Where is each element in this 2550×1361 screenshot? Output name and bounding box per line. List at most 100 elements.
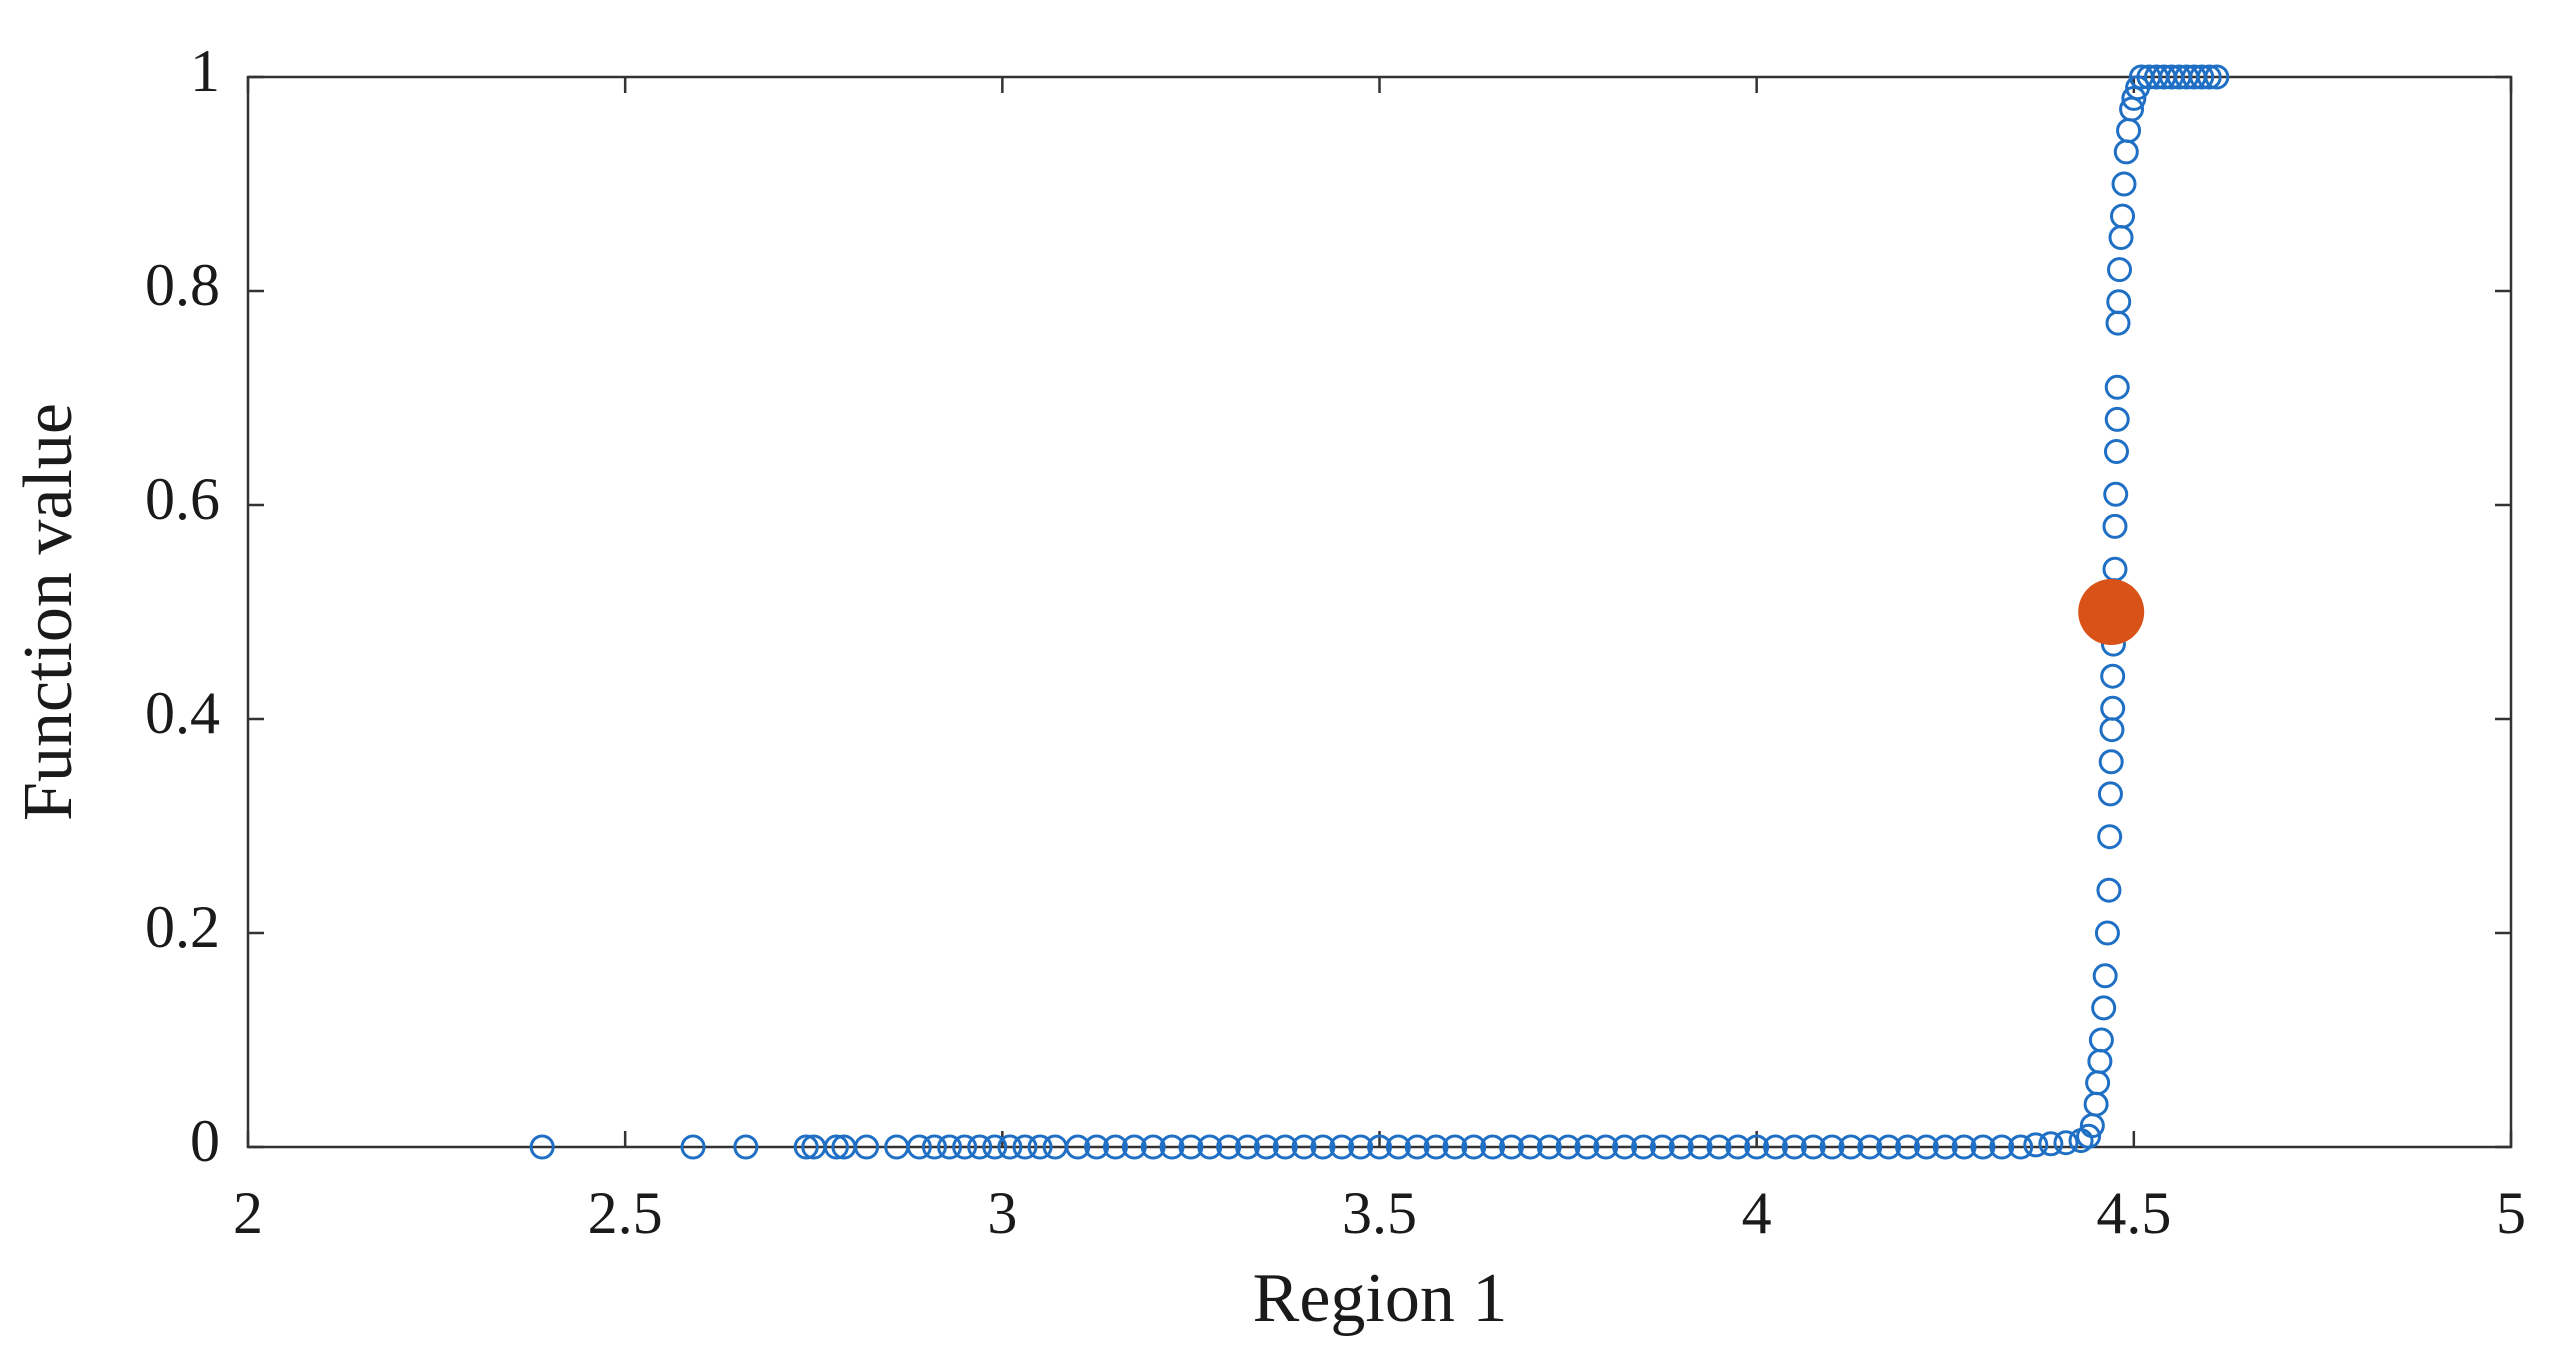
point: [1706, 1134, 1732, 1160]
point: [1555, 1134, 1581, 1160]
point: [1631, 1134, 1657, 1160]
point: [2100, 695, 2126, 721]
point: [793, 1134, 819, 1160]
y-tick-label: 0: [190, 1108, 220, 1174]
x-tick-label: 4: [1742, 1180, 1772, 1246]
point: [2076, 1123, 2102, 1149]
point: [2196, 64, 2222, 90]
point: [1253, 1134, 1279, 1160]
point: [1140, 1134, 1166, 1160]
point: [2104, 406, 2130, 432]
point: [2104, 374, 2130, 400]
y-tick-label: 0.4: [145, 680, 220, 746]
point: [2108, 225, 2134, 250]
point: [937, 1134, 963, 1160]
point: [2110, 203, 2136, 229]
x-tick-label: 2: [233, 1180, 263, 1246]
point: [967, 1134, 993, 1160]
point: [1763, 1134, 1789, 1160]
y-tick-label: 0.2: [145, 894, 220, 960]
point: [2038, 1131, 2064, 1157]
point: [2107, 257, 2133, 283]
point: [1687, 1134, 1713, 1160]
point: [1951, 1134, 1977, 1160]
point: [1197, 1134, 1223, 1160]
point: [1517, 1134, 1543, 1160]
point: [1989, 1134, 2015, 1160]
point: [2121, 85, 2147, 111]
point: [2204, 64, 2230, 90]
point: [733, 1134, 759, 1160]
point: [2189, 64, 2215, 90]
point: [2097, 781, 2123, 807]
point: [1781, 1134, 1807, 1160]
point: [1385, 1134, 1411, 1160]
point: [997, 1134, 1023, 1160]
y-tick-label: 0.6: [145, 466, 220, 532]
point: [2092, 963, 2118, 989]
x-tick-label: 5: [2496, 1180, 2526, 1246]
point: [982, 1134, 1008, 1160]
point: [2103, 439, 2129, 464]
point: [2053, 1130, 2079, 1156]
point: [1536, 1134, 1562, 1160]
point: [1348, 1134, 1374, 1160]
point: [1272, 1134, 1298, 1160]
plot-frame: [246, 75, 2513, 1149]
x-tick-label: 4.5: [2096, 1180, 2171, 1246]
point: [1423, 1134, 1449, 1160]
point: [2085, 1070, 2111, 1096]
point: [529, 1134, 555, 1160]
point: [823, 1134, 849, 1160]
point: [1913, 1134, 1939, 1160]
point: [1800, 1134, 1826, 1160]
point: [1121, 1134, 1147, 1160]
point: [1329, 1134, 1355, 1160]
y-tick-label: 0.8: [145, 252, 220, 318]
highlight-point: [2078, 579, 2145, 645]
point: [1970, 1134, 1996, 1160]
x-axis-title: Region 1: [1253, 1260, 1508, 1337]
point: [1480, 1134, 1506, 1160]
point: [2099, 717, 2125, 743]
point: [854, 1134, 880, 1160]
point: [1574, 1134, 1600, 1160]
point: [2023, 1132, 2049, 1158]
point: [1367, 1134, 1392, 1160]
point: [1027, 1134, 1053, 1160]
point: [1932, 1134, 1958, 1160]
point: [2091, 995, 2117, 1021]
point: [1442, 1134, 1468, 1160]
point: [1649, 1134, 1675, 1160]
point: [2083, 1091, 2109, 1117]
point: [1838, 1134, 1864, 1160]
point: [2008, 1134, 2034, 1160]
point: [680, 1134, 706, 1160]
point: [1310, 1134, 1336, 1160]
point: [952, 1134, 978, 1160]
point: [2100, 663, 2126, 689]
point: [1819, 1134, 1845, 1160]
point: [2098, 749, 2124, 775]
point: [2106, 289, 2132, 315]
point: [1234, 1134, 1260, 1160]
point: [2113, 139, 2139, 165]
point: [921, 1134, 947, 1160]
point: [2103, 481, 2129, 507]
point: [1012, 1134, 1038, 1160]
point: [2088, 1027, 2114, 1053]
point: [1499, 1134, 1525, 1160]
point: [1895, 1134, 1921, 1160]
point: [1725, 1134, 1751, 1160]
point: [1857, 1134, 1883, 1160]
point: [1876, 1134, 1902, 1160]
point: [2087, 1048, 2113, 1074]
point: [1084, 1134, 1110, 1160]
point: [1612, 1134, 1638, 1160]
y-tick-label: 1: [190, 38, 220, 104]
point: [2105, 310, 2131, 336]
x-tick-label: 3: [987, 1180, 1017, 1246]
point: [1404, 1134, 1430, 1160]
